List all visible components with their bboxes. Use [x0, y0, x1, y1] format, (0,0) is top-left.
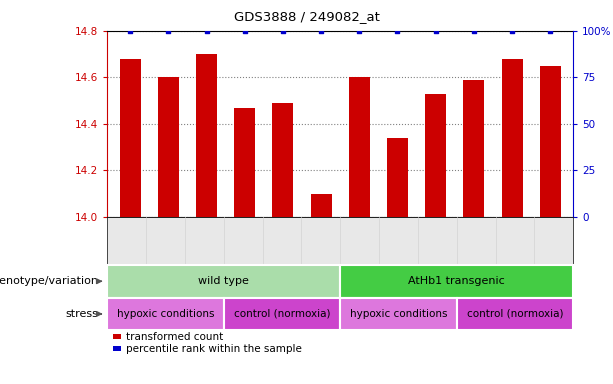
Bar — [107, 217, 573, 265]
Bar — [196, 54, 217, 217]
Point — [392, 28, 402, 34]
Bar — [457, 298, 573, 330]
Bar — [158, 77, 179, 217]
Bar — [463, 79, 484, 217]
Point — [240, 28, 249, 34]
Bar — [272, 103, 294, 217]
Bar — [224, 298, 340, 330]
Bar — [340, 265, 573, 298]
Bar — [387, 138, 408, 217]
Text: wild type: wild type — [199, 276, 249, 286]
Point — [125, 28, 135, 34]
Bar — [539, 66, 561, 217]
Bar — [107, 265, 340, 298]
Bar — [311, 194, 332, 217]
Bar — [234, 108, 255, 217]
Text: stress: stress — [65, 309, 98, 319]
Bar — [340, 298, 457, 330]
Point — [202, 28, 211, 34]
Text: control (normoxia): control (normoxia) — [466, 309, 563, 319]
Point — [507, 28, 517, 34]
Text: AtHb1 transgenic: AtHb1 transgenic — [408, 276, 505, 286]
Point — [278, 28, 288, 34]
Bar — [120, 59, 141, 217]
Bar — [113, 346, 121, 351]
Text: percentile rank within the sample: percentile rank within the sample — [126, 344, 302, 354]
Point — [469, 28, 479, 34]
Bar — [107, 298, 224, 330]
Text: GDS3888 / 249082_at: GDS3888 / 249082_at — [234, 10, 379, 23]
Point — [431, 28, 441, 34]
Point — [546, 28, 555, 34]
Text: control (normoxia): control (normoxia) — [234, 309, 330, 319]
Text: transformed count: transformed count — [126, 331, 224, 342]
Point — [164, 28, 173, 34]
Text: hypoxic conditions: hypoxic conditions — [116, 309, 215, 319]
Text: hypoxic conditions: hypoxic conditions — [349, 309, 447, 319]
Bar — [349, 77, 370, 217]
Bar — [425, 94, 446, 217]
Bar — [113, 334, 121, 339]
Text: genotype/variation: genotype/variation — [0, 276, 98, 286]
Point — [354, 28, 364, 34]
Point — [316, 28, 326, 34]
Bar — [501, 59, 522, 217]
